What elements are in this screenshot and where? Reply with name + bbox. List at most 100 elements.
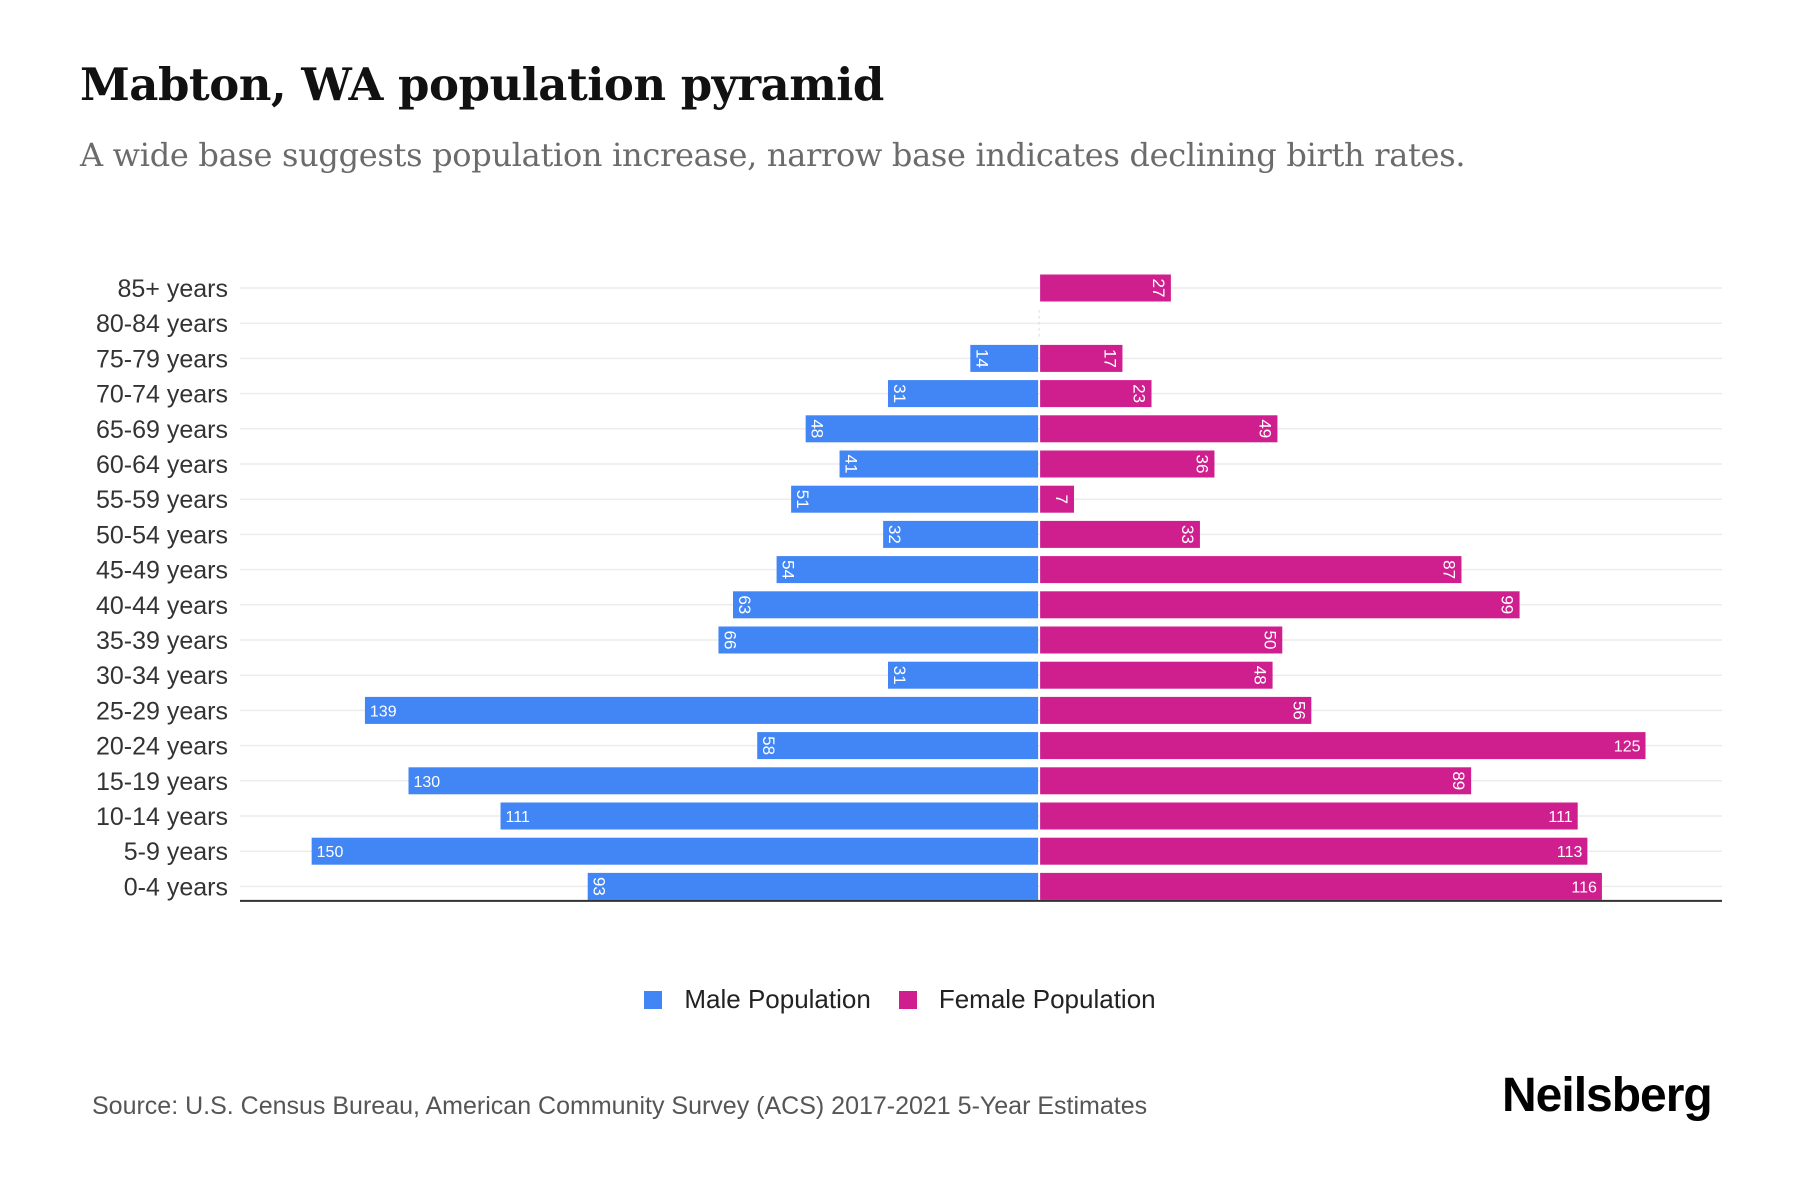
gridlines (240, 287, 1722, 888)
category-label: 30-34 years (96, 662, 228, 690)
female-value-label: 113 (1557, 844, 1583, 861)
category-label: 25-29 years (96, 697, 228, 725)
category-label: 10-14 years (96, 803, 228, 831)
legend: Male Population Female Population (0, 984, 1800, 1015)
female-value-label: 49 (1255, 419, 1274, 438)
male-bar[interactable] (887, 661, 1039, 689)
male-bar[interactable] (408, 767, 1039, 795)
category-label: 5-9 years (124, 838, 228, 866)
male-value-label: 54 (779, 560, 798, 579)
female-value-label: 125 (1614, 739, 1641, 756)
female-value-label: 17 (1100, 349, 1119, 368)
female-bar[interactable] (1040, 837, 1588, 865)
category-labels: 85+ years 80-84 years 75-79 years 70-74 yea… (96, 275, 228, 901)
female-bar[interactable] (1040, 415, 1278, 443)
male-bar[interactable] (791, 485, 1039, 513)
female-value-label: 56 (1289, 701, 1308, 720)
female-bar[interactable] (1040, 732, 1646, 760)
male-bar[interactable] (883, 520, 1039, 548)
female-value-label: 48 (1251, 666, 1270, 685)
female-swatch-icon (898, 990, 917, 1009)
female-bar[interactable] (1040, 556, 1462, 584)
legend-label-male: Male Population (684, 984, 871, 1014)
category-label: 70-74 years (96, 381, 228, 409)
female-value-label: 23 (1130, 384, 1149, 403)
category-label: 75-79 years (96, 345, 228, 373)
male-bar[interactable] (970, 344, 1039, 372)
male-value-label: 14 (972, 349, 991, 368)
female-bar[interactable] (1040, 450, 1215, 478)
brand-logo: Neilsberg (1502, 1069, 1713, 1122)
male-value-label: 31 (890, 384, 909, 403)
female-bar[interactable] (1040, 626, 1283, 654)
female-value-label: 89 (1449, 771, 1468, 790)
category-label: 60-64 years (96, 451, 228, 479)
male-bar[interactable] (311, 837, 1039, 865)
female-value-label: 99 (1498, 595, 1517, 614)
male-bar[interactable] (500, 802, 1039, 830)
male-bar[interactable] (839, 450, 1039, 478)
male-value-label: 48 (808, 419, 827, 438)
female-bar[interactable] (1040, 344, 1123, 372)
male-bar[interactable] (733, 591, 1039, 619)
male-bar[interactable] (805, 415, 1039, 443)
legend-item-female[interactable]: Female Population (898, 984, 1156, 1015)
female-value-label: 87 (1439, 560, 1458, 579)
female-bar[interactable] (1040, 591, 1520, 619)
female-bar[interactable] (1040, 802, 1578, 830)
male-value-label: 31 (890, 666, 909, 685)
female-value-label: 116 (1571, 879, 1597, 896)
data-labels: 27 14 17 31 23 48 49 41 36 51 7 32 33 54 87 63 99 66 50 31 4… (317, 279, 1641, 897)
male-bar[interactable] (757, 732, 1039, 760)
male-bar[interactable] (364, 696, 1039, 724)
male-value-label: 66 (720, 631, 739, 650)
female-value-label: 33 (1178, 525, 1197, 544)
category-label: 45-49 years (96, 557, 228, 585)
male-bar[interactable] (718, 626, 1039, 654)
female-bar[interactable] (1040, 485, 1075, 513)
chart-title: Mabton, WA population pyramid (80, 58, 884, 111)
legend-item-male[interactable]: Male Population (644, 984, 871, 1015)
female-value-label: 7 (1052, 494, 1071, 503)
male-value-label: 93 (590, 877, 609, 896)
category-label: 85+ years (118, 275, 229, 303)
category-label: 50-54 years (96, 521, 228, 549)
bars (311, 274, 1646, 900)
female-bar[interactable] (1040, 696, 1312, 724)
male-value-label: 111 (506, 809, 530, 826)
male-value-label: 32 (885, 525, 904, 544)
category-label: 15-19 years (96, 768, 228, 796)
male-value-label: 130 (414, 774, 441, 791)
male-bar[interactable] (587, 872, 1039, 900)
female-bar[interactable] (1040, 380, 1152, 408)
male-value-label: 150 (317, 844, 344, 861)
category-label: 35-39 years (96, 627, 228, 655)
female-value-label: 50 (1260, 631, 1279, 650)
female-value-label: 36 (1192, 455, 1211, 474)
chart-subtitle: A wide base suggests population increase… (80, 136, 1466, 174)
female-value-label: 111 (1548, 809, 1572, 826)
category-label: 65-69 years (96, 416, 228, 444)
legend-label-female: Female Population (938, 984, 1156, 1014)
male-swatch-icon (644, 990, 663, 1009)
male-bar[interactable] (887, 380, 1039, 408)
female-value-label: 27 (1149, 279, 1168, 298)
male-value-label: 58 (759, 736, 778, 755)
male-value-label: 139 (370, 703, 397, 720)
female-bar[interactable] (1040, 520, 1200, 548)
source-note: Source: U.S. Census Bureau, American Com… (92, 1092, 1148, 1120)
category-label: 40-44 years (96, 592, 228, 620)
category-label: 80-84 years (96, 310, 228, 338)
female-bar[interactable] (1040, 274, 1171, 302)
category-label: 0-4 years (124, 873, 228, 901)
male-value-label: 63 (735, 595, 754, 614)
female-bar[interactable] (1040, 767, 1472, 795)
male-value-label: 51 (793, 490, 812, 509)
category-label: 20-24 years (96, 733, 228, 761)
male-bar[interactable] (776, 556, 1039, 584)
female-bar[interactable] (1040, 661, 1273, 689)
female-bar[interactable] (1040, 872, 1602, 900)
male-value-label: 41 (842, 455, 861, 474)
category-label: 55-59 years (96, 486, 228, 514)
